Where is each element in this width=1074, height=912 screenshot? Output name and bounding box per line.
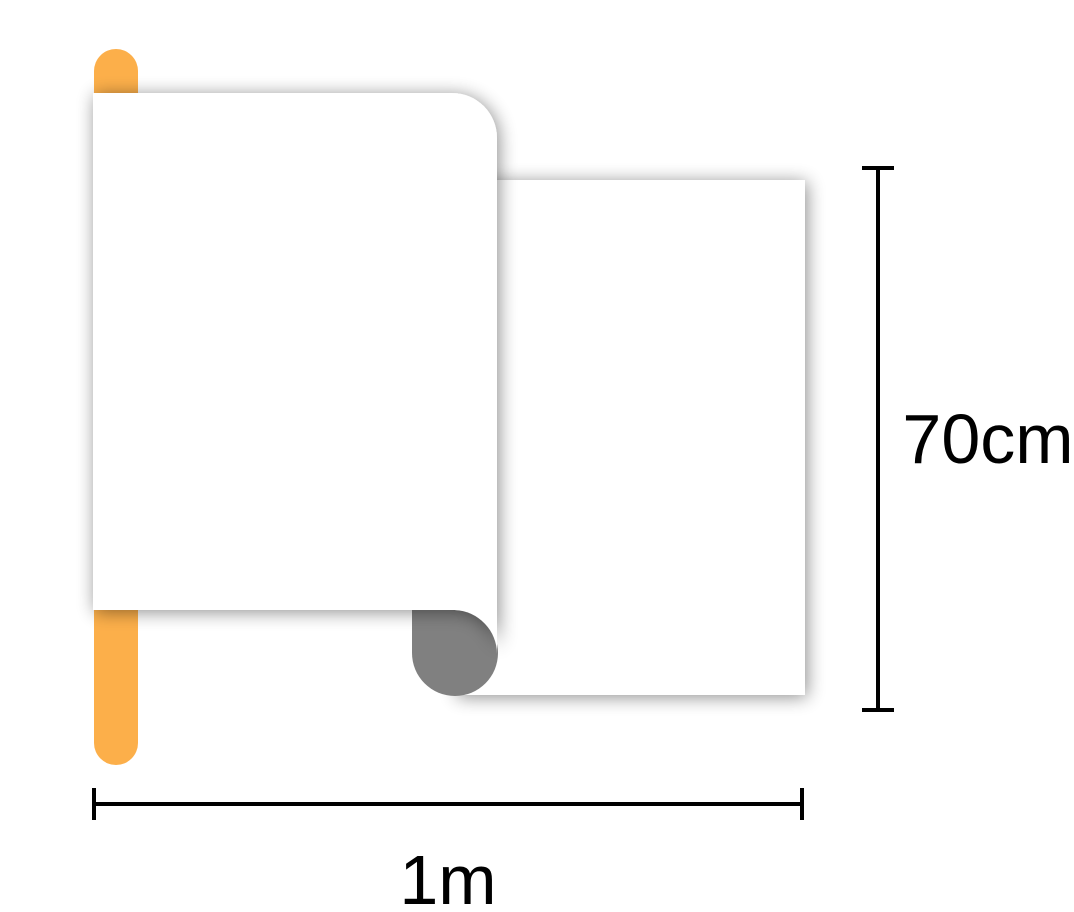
front-sheet [93,93,497,654]
width-dimension [92,788,804,820]
back-sheet [455,180,805,695]
height-label: 70cm [902,400,1073,478]
width-label: 1m [399,841,496,912]
height-dimension [862,166,894,712]
sheet-curl [412,610,498,696]
